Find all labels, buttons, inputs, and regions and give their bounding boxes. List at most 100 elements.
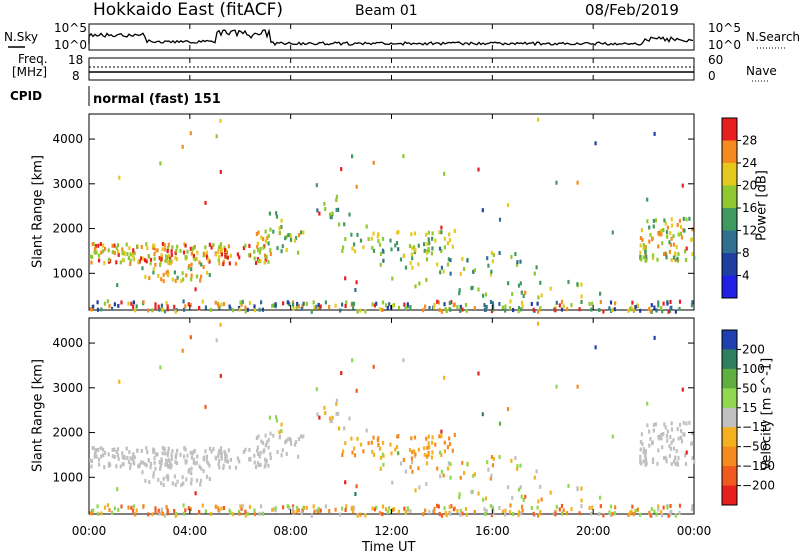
velocity-cell — [167, 450, 170, 454]
velocity-cell — [160, 507, 163, 512]
power-cell — [129, 258, 132, 263]
power-cell — [448, 238, 452, 243]
velocity-cell — [168, 458, 171, 463]
velocity-cell — [413, 449, 416, 454]
velocity-cell — [287, 504, 290, 509]
power-cell — [463, 267, 466, 271]
power-colorbar-label: Power [dB] — [754, 170, 770, 241]
power-cell — [269, 252, 272, 256]
velocity-cell — [631, 504, 634, 509]
velocity-cell — [220, 450, 223, 455]
power-cell — [540, 293, 543, 298]
power-cell — [165, 301, 168, 306]
velocity-cell — [463, 471, 466, 475]
noise-tick-right-top: 10^5 — [708, 21, 741, 35]
velocity-cell — [381, 440, 385, 445]
velocity-cell — [132, 504, 135, 509]
velocity-cell — [244, 447, 247, 452]
colorbar-segment — [722, 388, 737, 409]
velocity-cell — [403, 506, 406, 511]
power-cell — [427, 237, 430, 242]
power-cell — [522, 294, 525, 298]
power-cell — [678, 299, 682, 304]
velocity-cell — [257, 463, 260, 468]
velocity-cell — [196, 454, 199, 459]
velocity-cell — [152, 471, 155, 476]
velocity-cell — [448, 436, 451, 441]
velocity-cell — [344, 480, 347, 485]
power-cell — [672, 242, 676, 247]
date-label: 08/Feb/2019 — [585, 1, 679, 19]
power-cell — [381, 308, 384, 313]
power-cell — [220, 252, 223, 257]
velocity-cell — [364, 513, 367, 518]
power-cell — [373, 303, 376, 308]
velocity-cell — [161, 451, 164, 456]
velocity-cell — [218, 465, 221, 470]
power-cell — [147, 308, 150, 313]
velocity-cell — [639, 458, 642, 463]
velocity-cell — [339, 512, 342, 517]
power-cell — [492, 253, 495, 257]
power-cell — [669, 300, 672, 304]
velocity-cell — [481, 412, 484, 417]
power-cell — [634, 305, 637, 309]
power-cell — [184, 255, 187, 260]
velocity-cell — [297, 508, 300, 513]
velocity-cell — [613, 511, 616, 516]
power-cell — [653, 131, 656, 136]
velocity-cell — [666, 505, 669, 510]
velocity-cell — [151, 512, 154, 517]
power-cell — [470, 286, 473, 291]
power-cell — [447, 257, 450, 262]
power-cell — [171, 245, 174, 250]
power-cell — [280, 249, 283, 254]
power-cell — [190, 273, 193, 278]
velocity-cell — [145, 446, 148, 451]
velocity-cell — [302, 434, 305, 439]
velocity-cell — [428, 445, 431, 450]
power-cell — [344, 304, 347, 308]
velocity-cell — [448, 505, 452, 509]
velocity-cell — [466, 462, 469, 467]
power-cell — [204, 305, 207, 310]
velocity-cell — [665, 434, 669, 439]
velocity-cell — [381, 512, 384, 517]
power-cell — [431, 236, 434, 241]
velocity-cell — [489, 476, 492, 481]
velocity-cell — [354, 492, 357, 496]
power-cell — [149, 257, 153, 262]
power-cell — [192, 256, 195, 261]
velocity-cell — [340, 371, 343, 376]
velocity-cell — [121, 455, 124, 460]
velocity-cell — [391, 480, 394, 485]
power-cell — [560, 299, 564, 304]
colorbar-segment — [722, 466, 737, 486]
power-cell — [90, 307, 93, 312]
freq-lines — [89, 66, 694, 73]
velocity-cell — [418, 485, 421, 490]
velocity-cell — [345, 504, 348, 509]
velocity-cell — [678, 503, 682, 508]
power-cell — [662, 228, 665, 233]
power-cell — [144, 258, 147, 263]
velocity-cell — [566, 511, 569, 516]
velocity-cell — [682, 420, 685, 425]
power-cell — [154, 302, 157, 307]
cpid-mode: normal (fast) 151 — [93, 92, 221, 107]
velocity-cell — [148, 480, 151, 485]
power-cell — [210, 245, 213, 250]
power-cell — [668, 240, 671, 245]
power-cell — [537, 295, 540, 300]
power-cell — [507, 281, 510, 286]
velocity-cell — [370, 440, 373, 445]
velocity-cell — [409, 509, 412, 513]
velocity-y-tick-label: 2000 — [52, 426, 83, 440]
velocity-cell — [173, 508, 176, 513]
power-cell — [166, 255, 169, 260]
velocity-cell — [554, 512, 557, 517]
power-cell — [133, 257, 136, 262]
power-cell — [198, 260, 201, 265]
velocity-cell — [318, 415, 321, 420]
